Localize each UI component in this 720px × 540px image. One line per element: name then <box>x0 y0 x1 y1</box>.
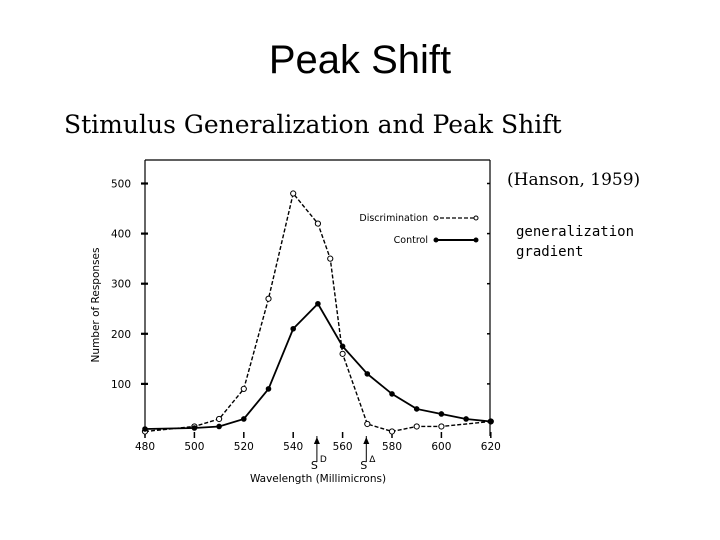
plot-frame <box>144 159 491 436</box>
discrimination-point <box>240 385 247 393</box>
annotation-line-1: generalization <box>516 224 635 240</box>
discrimination-point <box>290 190 297 197</box>
arrow-up-icon <box>313 437 320 444</box>
control-point <box>191 425 198 431</box>
x-tick-label: 480 <box>135 441 155 453</box>
series-layer <box>141 190 494 435</box>
discrimination-point <box>265 295 272 302</box>
control-point <box>463 416 469 422</box>
control-point <box>339 343 346 350</box>
citation: (Hanson, 1959) <box>507 170 641 190</box>
discrimination-point <box>364 420 371 428</box>
control-point <box>315 300 321 307</box>
x-tick-label: 620 <box>481 441 501 453</box>
x-tick-label: 560 <box>333 441 353 453</box>
legend-marker <box>433 237 439 243</box>
x-tick-label: 580 <box>382 441 402 453</box>
discrimination-point <box>314 220 321 227</box>
legend: Discrimination Control <box>359 213 479 246</box>
control-line <box>144 302 491 430</box>
x-tick-label: 540 <box>283 441 303 453</box>
control-point <box>241 416 247 422</box>
control-point <box>265 386 272 392</box>
discrimination-point <box>327 255 334 262</box>
control-point <box>364 371 371 377</box>
sd-marker-label: S <box>311 459 318 472</box>
control-point <box>488 418 494 425</box>
legend-marker <box>473 215 479 221</box>
y-tick-label: 500 <box>111 179 131 191</box>
legend-label-control: Control <box>394 235 428 246</box>
x-axis-label: Wavelength (Millimicrons) <box>250 473 386 485</box>
control-point <box>290 325 297 332</box>
sd-marker-superscript: D <box>320 455 327 465</box>
discrimination-point <box>216 415 223 423</box>
y-tick-label: 200 <box>111 329 131 341</box>
sdelta-marker-label: S <box>360 459 367 472</box>
y-axis-label: Number of Responses <box>90 248 102 363</box>
x-tick-label: 500 <box>184 441 204 453</box>
x-tick-label: 520 <box>234 441 254 453</box>
y-tick-label: 300 <box>111 279 131 291</box>
slide-title: Peak Shift <box>268 38 452 82</box>
y-tick-label: 400 <box>111 229 131 241</box>
legend-marker <box>433 215 439 221</box>
legend-label-discrimination: Discrimination <box>359 213 428 224</box>
generalization-gradient-label: generalization gradient <box>516 222 634 262</box>
chart-subtitle: Stimulus Generalization and Peak Shift <box>64 110 562 139</box>
legend-marker <box>473 237 479 243</box>
discrimination-line <box>144 191 491 433</box>
arrow-up-icon <box>363 437 370 444</box>
control-point <box>216 423 222 430</box>
control-point <box>413 406 420 412</box>
sdelta-marker-superscript: Δ <box>369 455 376 465</box>
control-point <box>389 391 395 397</box>
annotation-line-2: gradient <box>516 244 584 260</box>
y-axis-ticks: 100 200 300 400 500 <box>111 179 490 391</box>
x-axis-ticks: 480 500 520 540 560 580 600 620 <box>135 432 501 453</box>
control-point <box>438 411 445 417</box>
discrimination-point <box>339 350 346 357</box>
y-tick-label: 100 <box>111 379 131 391</box>
control-point <box>142 426 148 432</box>
discrimination-point <box>438 423 445 430</box>
discrimination-point <box>388 428 396 435</box>
x-tick-label: 600 <box>431 441 451 453</box>
discrimination-point <box>413 423 420 430</box>
